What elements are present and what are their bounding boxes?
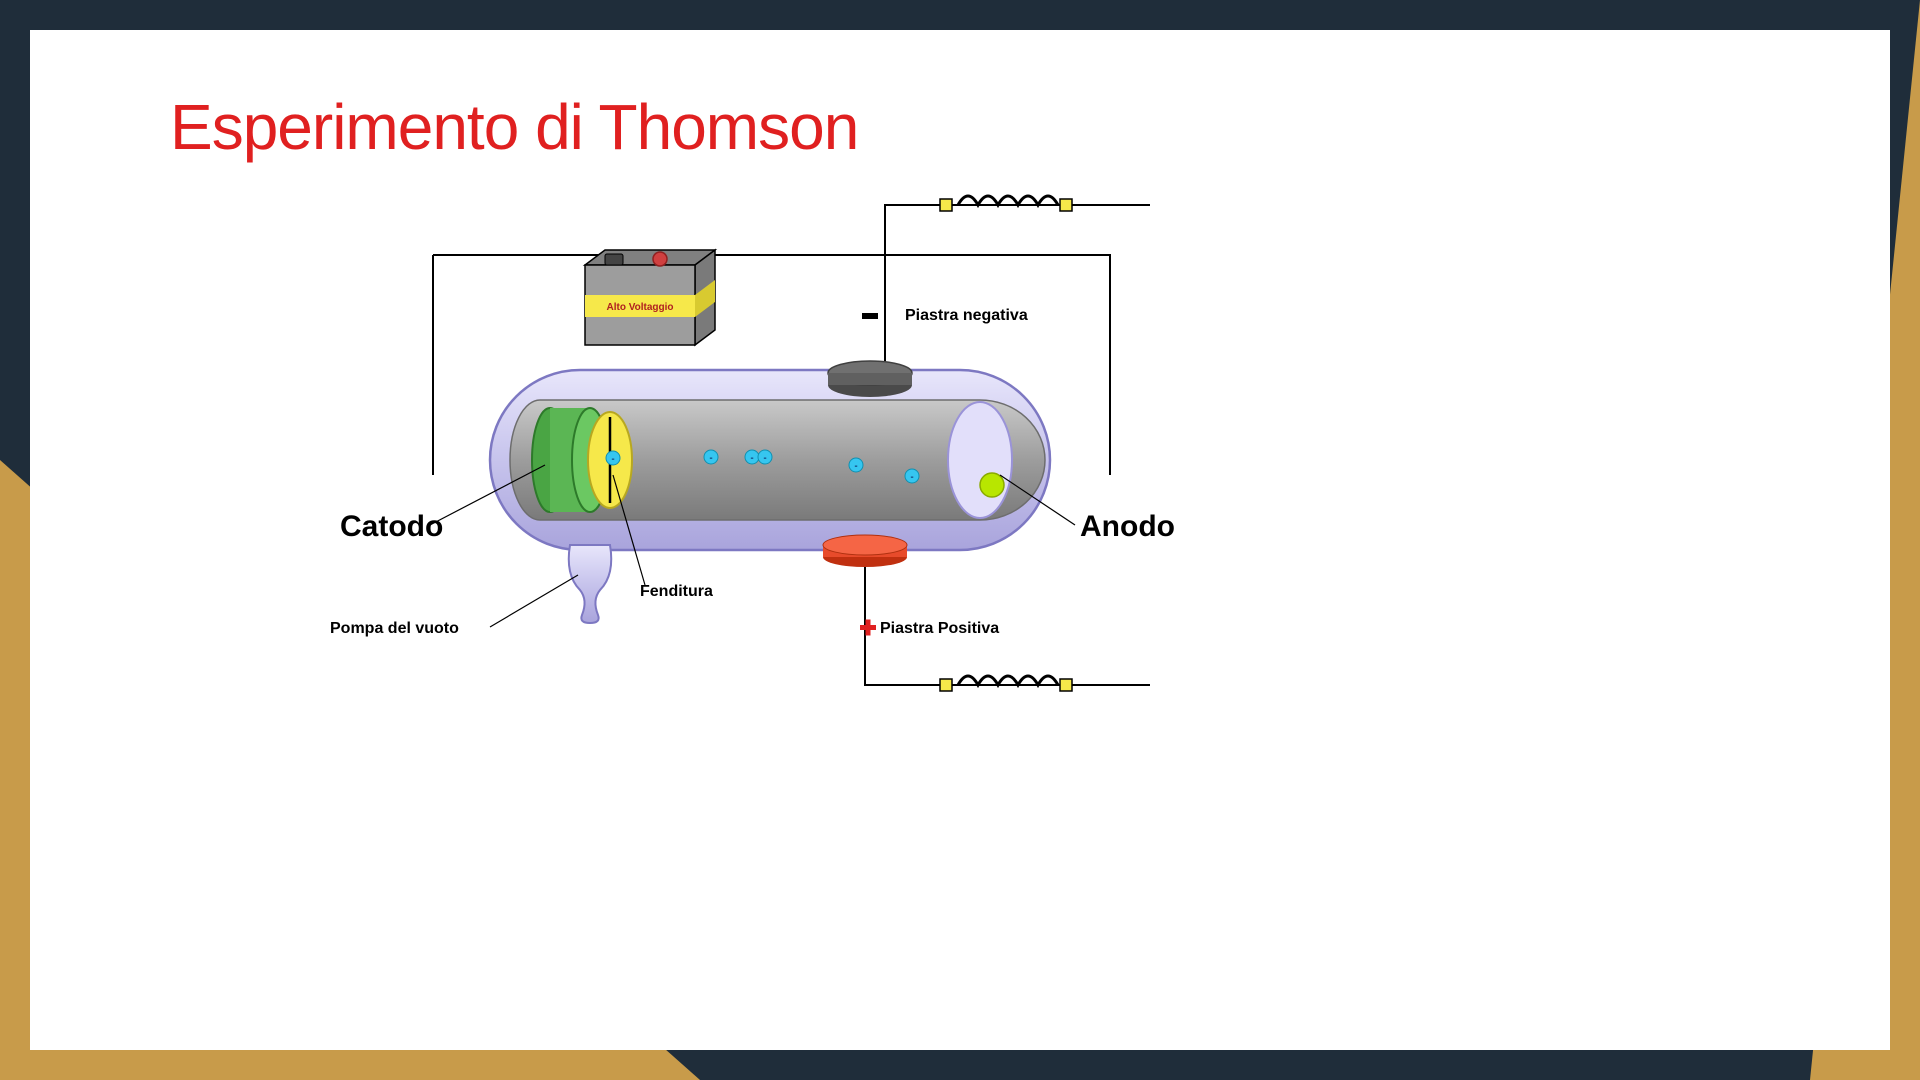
pointer-pump <box>490 575 578 627</box>
svg-text:-: - <box>709 453 712 464</box>
label-cathode: Catodo <box>340 510 443 544</box>
label-slit: Fenditura <box>640 583 713 601</box>
coil-bottom <box>940 676 1072 691</box>
label-neg-plate: Piastra negativa <box>905 307 1028 325</box>
label-pos-plate: Piastra Positiva <box>880 620 999 638</box>
svg-text:-: - <box>750 453 753 464</box>
positive-plate <box>823 535 907 567</box>
negative-plate <box>828 361 912 397</box>
battery: Alto Voltaggio <box>585 250 715 345</box>
plus-icon <box>860 620 876 636</box>
crt-tube: - - - - - - <box>490 370 1050 623</box>
svg-text:-: - <box>611 454 614 465</box>
minus-icon <box>862 313 878 319</box>
slide-area: Esperimento di Thomson Alto Voltaggio <box>30 30 1890 1050</box>
label-pump: Pompa del vuoto <box>330 620 459 638</box>
label-anode: Anodo <box>1080 510 1175 544</box>
svg-text:-: - <box>763 453 766 464</box>
thomson-experiment-diagram: Alto Voltaggio <box>320 175 1320 735</box>
svg-text:-: - <box>854 461 857 472</box>
slide-title: Esperimento di Thomson <box>170 90 858 164</box>
battery-label: Alto Voltaggio <box>606 302 673 313</box>
coil-top <box>940 196 1072 211</box>
svg-text:-: - <box>910 472 913 483</box>
